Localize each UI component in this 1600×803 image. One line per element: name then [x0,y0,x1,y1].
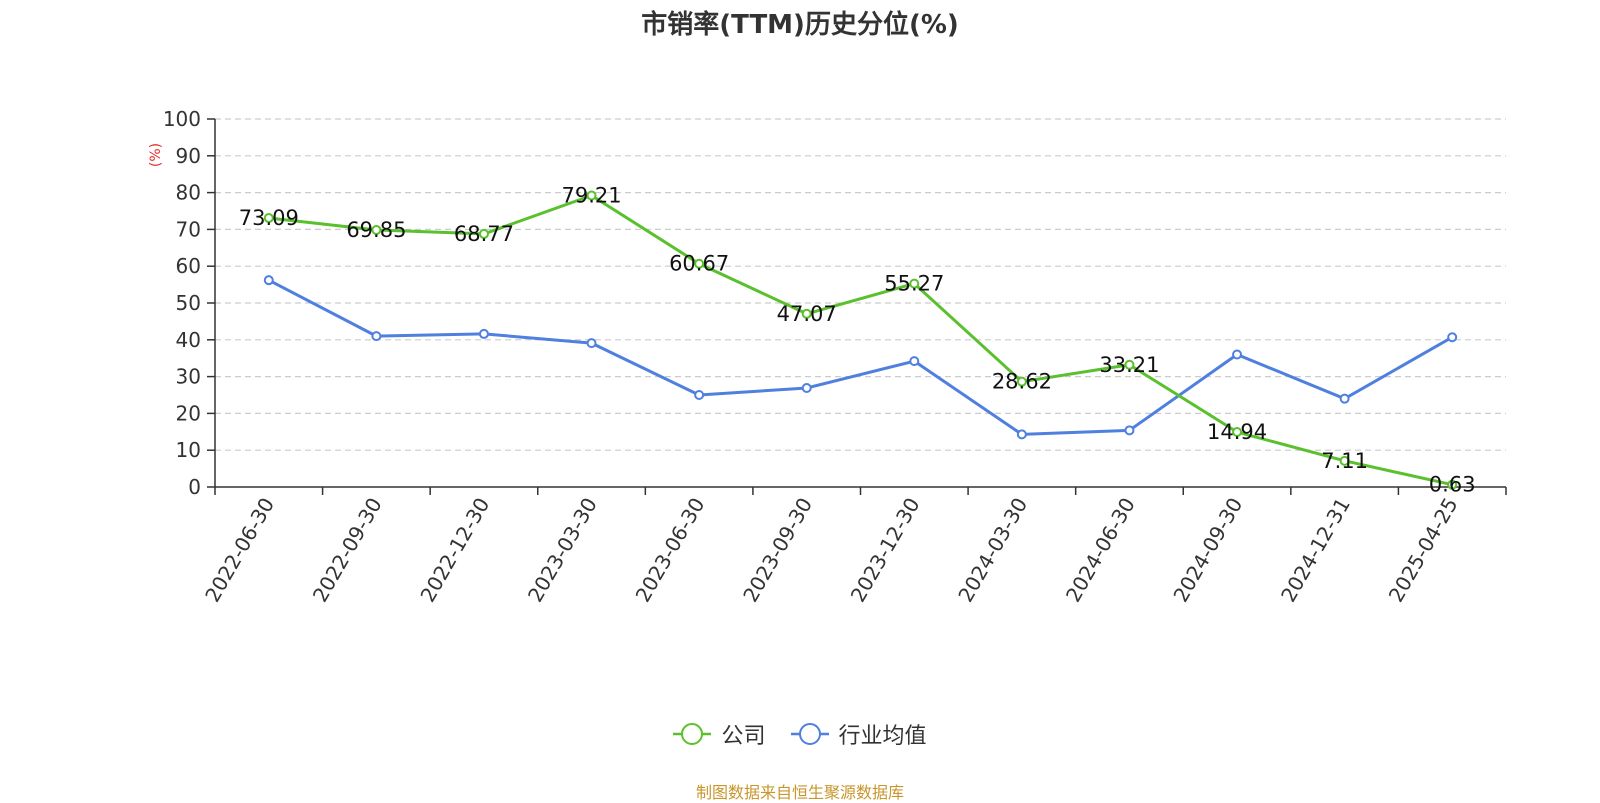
legend-item-company[interactable]: 公司 [673,718,765,750]
company-data-point [1016,376,1027,387]
x-tick-label: 2025-04-25 [1384,494,1463,607]
legend-line-circle-icon [673,723,712,745]
legend-label-industry-average: 行业均值 [838,724,927,749]
y-tick-label: 0 [188,475,201,499]
company-data-point [1339,455,1350,466]
industry-average-data-point [1232,349,1243,360]
industry-average-data-point [371,331,382,342]
industry-average-data-point [478,328,489,339]
company-data-point [694,258,705,269]
industry-average-data-point [694,390,705,400]
company-data-point [263,213,274,224]
x-tick-label: 2023-06-30 [631,494,710,607]
x-tick-label: 2022-06-30 [200,494,279,607]
company-data-label: 7.11 [1321,449,1368,473]
company-data-label: 47.07 [777,302,837,326]
company-series-line [268,194,1453,487]
y-tick-label: 90 [176,144,201,168]
company-data-label: 14.94 [1207,420,1267,444]
y-tick-label: 100 [163,107,201,131]
company-data-label: 69.85 [346,218,406,242]
legend: 公司 行业均值 [0,718,1600,750]
industry-average-data-point [1339,393,1350,404]
company-data-label: 28.62 [992,370,1052,394]
company-data-point [801,308,812,319]
company-data-point [371,224,382,235]
x-tick-label: 2023-12-30 [846,494,925,607]
x-tick-label: 2024-09-30 [1168,494,1247,607]
industry-average-series-line [268,278,1453,436]
x-tick-label: 2022-12-30 [415,494,494,607]
y-tick-label: 50 [176,291,201,315]
grid-lines [215,118,1506,451]
company-data-point [586,190,597,201]
company-data-label: 55.27 [884,272,944,296]
x-tick-label: 2024-03-30 [953,494,1032,607]
company-data-point [1232,427,1243,438]
x-tick-label: 2022-09-30 [308,494,387,607]
y-axis-label: (%) [148,143,164,167]
chart-title: 市销率(TTM)历史分位(%) [641,10,959,40]
data-labels: 73.09 69.85 68.77 79.21 60.67 47.07 55.27 28.62… [239,184,1476,497]
company-data-point [1124,359,1135,370]
y-tick-label: 40 [176,328,201,352]
industry-average-data-point [1447,332,1458,343]
company-data-point [909,278,920,289]
company-data-label: 33.21 [1099,353,1159,377]
series [263,190,1458,490]
industry-average-data-point [586,338,597,349]
legend-line-circle-icon [790,723,829,745]
x-tick-label: 2023-03-30 [523,494,602,607]
legend-label-company: 公司 [721,724,766,749]
industry-average-data-point [1124,425,1135,436]
company-data-label: 0.63 [1429,473,1476,497]
company-data-label: 60.67 [669,252,729,276]
company-data-label: 73.09 [239,206,299,230]
x-tick-label: 2024-06-30 [1061,494,1140,607]
industry-average-data-point [909,356,920,367]
legend-item-industry-average[interactable]: 行业均值 [790,718,927,750]
x-tick-label: 2023-09-30 [738,494,817,607]
y-tick-label: 30 [176,365,201,389]
industry-average-data-point [801,383,812,394]
company-data-label: 68.77 [454,222,514,246]
y-tick-label: 10 [176,438,201,462]
y-tick-label: 80 [176,181,201,205]
y-tick-label: 60 [176,254,201,278]
y-tick-label: 70 [176,217,201,241]
company-data-point [1447,479,1458,490]
company-data-label: 79.21 [561,184,621,208]
y-tick-label: 20 [176,401,201,425]
company-data-point [478,228,489,239]
axes: 0 10 20 30 40 50 60 70 80 90 100 2022-06-30 2022-09-… [163,107,1507,607]
industry-average-data-point [1016,429,1027,440]
industry-average-data-point [263,275,274,286]
source-note: 制图数据来自恒生聚源数据库 [695,783,904,802]
x-tick-label: 2024-12-31 [1276,494,1355,607]
